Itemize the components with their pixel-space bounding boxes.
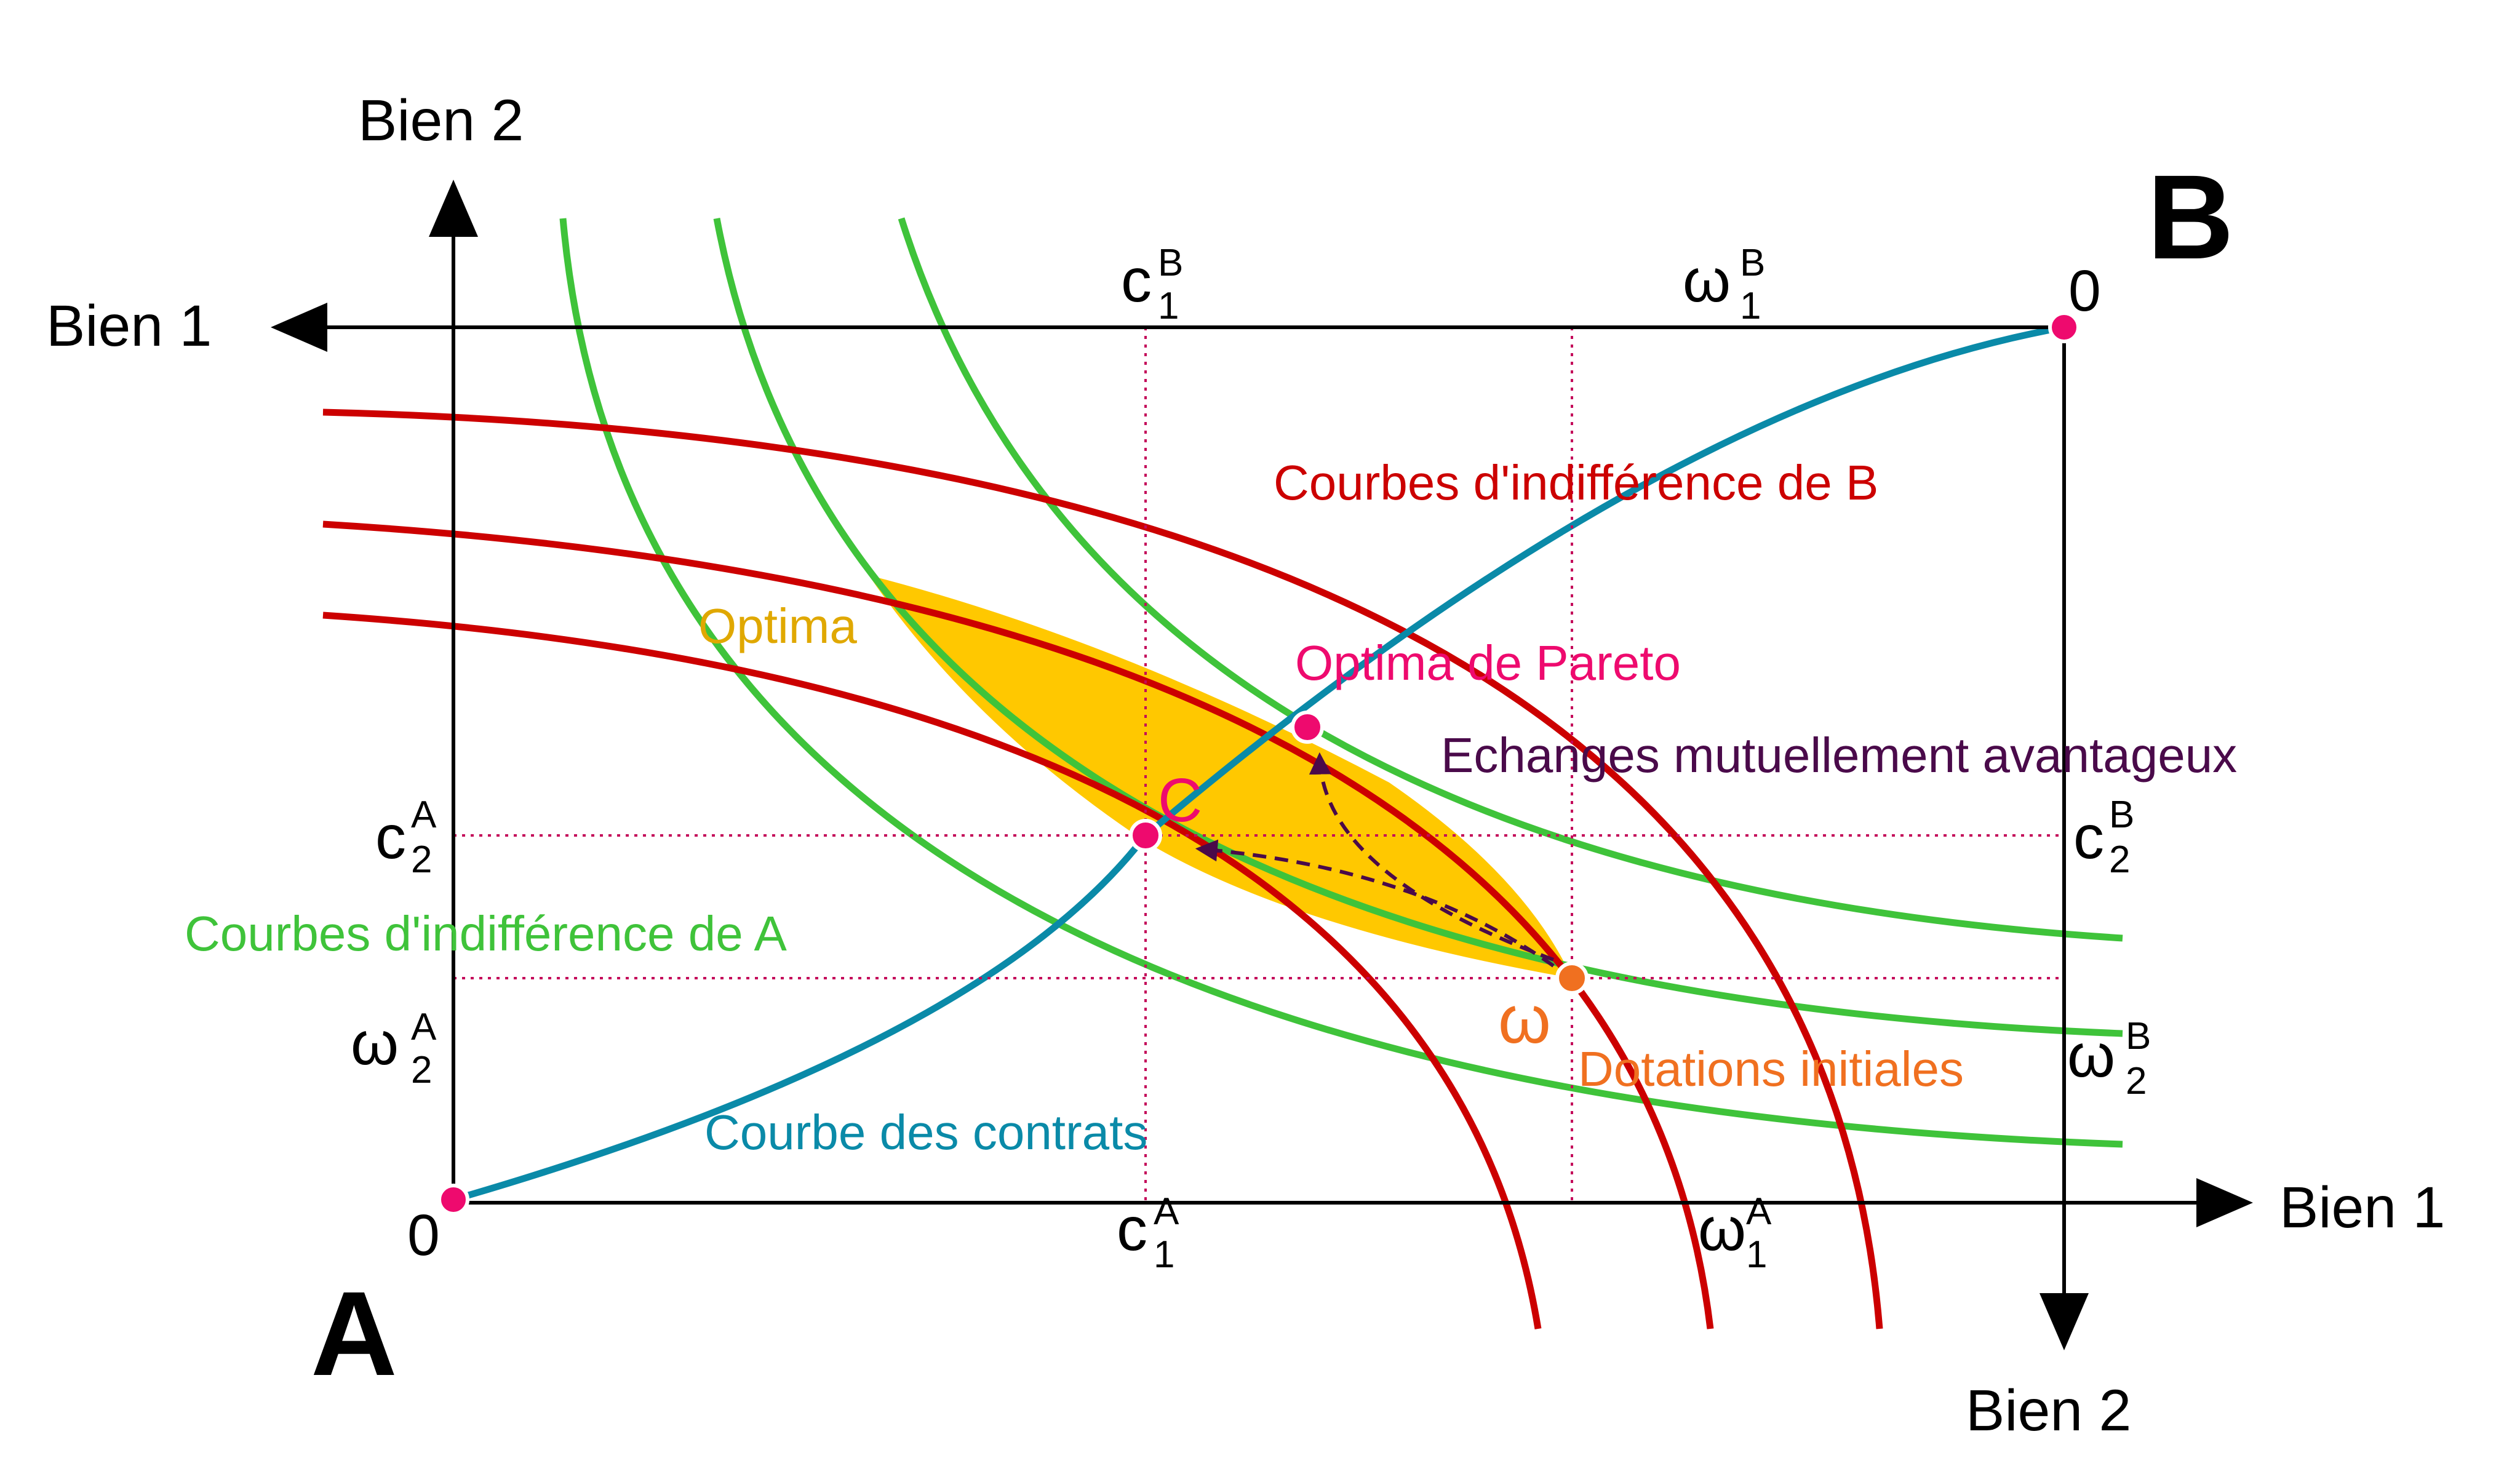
indifference-curve-b-3: [322, 408, 1883, 1329]
tick-c1b-sub: 1: [1158, 285, 1179, 327]
label-point-c: C: [1158, 766, 1202, 835]
axes-b: [271, 303, 2089, 1350]
points: [437, 311, 2080, 1216]
tick-w1a-base: ω: [1698, 1195, 1746, 1264]
tick-w1a-sub: 1: [1746, 1233, 1767, 1276]
tick-w1b: ω B 1: [1683, 242, 1765, 327]
contract-curve: [452, 324, 2065, 1203]
tick-c1a-base: c: [1117, 1195, 1147, 1264]
tick-w2b-sup: B: [2126, 1015, 2151, 1058]
label-dotations: Dotations initiales: [1578, 1042, 1964, 1096]
tick-c2b-sup: B: [2109, 794, 2134, 836]
point-pareto: [1291, 711, 1324, 744]
tick-w2a-sub: 2: [411, 1049, 432, 1091]
origin-b-point: [2048, 311, 2080, 343]
point-c: [1129, 819, 1162, 852]
axis-a-vertical-arrow: [429, 180, 478, 237]
corner-label-a: A: [311, 1267, 397, 1401]
indifference-curve-b-1: [322, 612, 1542, 1329]
tick-w2a: ω A 2: [351, 1006, 437, 1091]
axes-a: [429, 180, 2253, 1227]
indifference-curves-b: [322, 408, 1883, 1329]
tick-c1a-sub: 1: [1154, 1233, 1174, 1276]
label-pareto: Optima de Pareto: [1295, 635, 1681, 690]
corner-label-b: B: [2147, 150, 2234, 284]
tick-w1b-sub: 1: [1740, 285, 1761, 327]
label-indiff-a: Courbes d'indifférence de A: [185, 906, 788, 961]
tick-w1a: ω A 1: [1698, 1190, 1772, 1276]
tick-c2b: c B 2: [2073, 794, 2134, 881]
tick-labels: c A 1 ω A 1 c A 2 ω A 2 c B 1 ω B 1: [351, 242, 2151, 1276]
tick-w1b-base: ω: [1683, 246, 1731, 315]
tick-c1a-sup: A: [1154, 1190, 1179, 1233]
exchange-arrows: [1195, 752, 1555, 968]
tick-c1b-base: c: [1121, 246, 1152, 315]
tick-w2b-base: ω: [2067, 1021, 2115, 1090]
label-point-omega: ω: [1498, 982, 1551, 1058]
tick-w2a-sup: A: [411, 1006, 437, 1048]
exchange-arrow-to-pareto: [1309, 752, 1555, 962]
tick-w1b-sup: B: [1740, 242, 1765, 284]
tick-c2a-sup: A: [411, 794, 437, 836]
tick-c1b: c B 1: [1121, 242, 1183, 327]
tick-w2a-base: ω: [351, 1009, 399, 1078]
tick-c2a-base: c: [375, 803, 406, 872]
axis-a-horizontal-title: Bien 1: [2279, 1175, 2445, 1240]
tick-c2a-sub: 2: [411, 839, 432, 881]
tick-c2a: c A 2: [375, 794, 437, 881]
label-contract: Courbe des contrats: [704, 1105, 1147, 1160]
tick-w1a-sup: A: [1746, 1190, 1772, 1233]
tick-c2b-sub: 2: [2109, 839, 2130, 881]
axis-b-horizontal-title: Bien 1: [46, 293, 212, 359]
indifference-curve-a-1: [559, 218, 2123, 1148]
axis-a-horizontal-arrow: [2196, 1178, 2253, 1227]
axis-b-vertical-title: Bien 2: [1966, 1378, 2131, 1443]
point-omega: [1555, 962, 1589, 995]
tick-w2b-sub: 2: [2126, 1060, 2147, 1102]
exchange-arrow-to-c: [1195, 839, 1555, 968]
tick-c1b-sup: B: [1158, 242, 1183, 284]
origin-a-label: 0: [407, 1203, 440, 1268]
tick-c2b-base: c: [2073, 803, 2104, 872]
guide-lines: [453, 327, 2064, 1203]
axis-b-vertical-arrow: [2040, 1293, 2089, 1350]
tick-w2b: ω B 2: [2067, 1015, 2151, 1102]
origin-b-label: 0: [2068, 258, 2101, 324]
axis-a-vertical-title: Bien 2: [358, 88, 524, 153]
label-indiff-b: Courbes d'indifférence de B: [1274, 455, 1878, 510]
axis-b-horizontal-arrow: [271, 303, 327, 352]
label-echanges: Echanges mutuellement avantageux: [1441, 728, 2237, 783]
origin-a-point: [437, 1184, 469, 1216]
tick-c1a: c A 1: [1117, 1190, 1179, 1276]
label-optima: Optima: [698, 599, 857, 653]
